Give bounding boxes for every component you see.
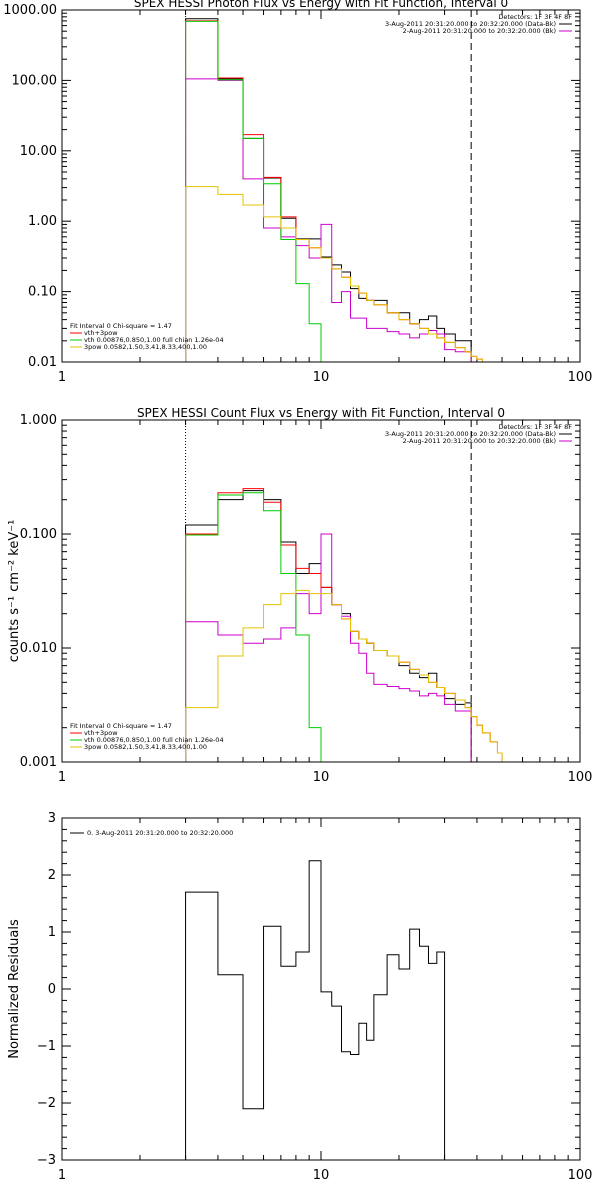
legend-bottom-text: vth+3pow <box>84 729 118 737</box>
series-3-line <box>185 20 483 362</box>
legend-top-text: 2-Aug-2011 20:31:20.000 to 20:32:20.000 … <box>403 437 556 445</box>
series-1-line <box>185 860 446 1160</box>
x-tick-label: 100 <box>568 370 593 385</box>
y-tick-label: −2 <box>37 1096 56 1111</box>
series-2-line <box>185 78 472 362</box>
y-tick-label: 0.100 <box>20 527 57 542</box>
chart-title: SPEX HESSI Count Flux vs Energy with Fit… <box>137 406 505 420</box>
legend-bottom-text: 3pow 0.0582,1.50,3.41,8.33,400,1.00 <box>84 743 207 751</box>
x-tick-label: 100 <box>568 1168 593 1183</box>
series-4-line <box>185 492 322 762</box>
y-tick-label: 0.10 <box>28 285 57 300</box>
legend-top-text: 2-Aug-2011 20:31:20.000 to 20:32:20.000 … <box>403 27 556 35</box>
legend-bottom-text: vth+3pow <box>84 329 118 337</box>
y-axis-label: counts s⁻¹ cm⁻² keV⁻¹ <box>7 520 22 663</box>
chart-title: SPEX HESSI Photon Flux vs Energy with Fi… <box>134 0 508 10</box>
legend-top-text: 3-Aug-2011 20:31:20.000 to 20:32:20.000 … <box>385 20 556 28</box>
y-tick-label: 1.000 <box>20 413 57 428</box>
y-tick-label: −1 <box>37 1039 56 1054</box>
chart-panel-1: SPEX HESSI Photon Flux vs Energy with Fi… <box>3 0 592 385</box>
series-5-line <box>185 186 483 362</box>
legend-bottom-header: Fit Interval 0 Chi-square = 1.47 <box>70 322 172 330</box>
x-tick-label: 1 <box>58 370 66 385</box>
legend-top-text: Detectors: 1F 3F 4F 8F <box>498 13 572 21</box>
series-4-line <box>185 20 322 362</box>
legend-top-text: Detectors: 1F 3F 4F 8F <box>498 423 572 431</box>
y-axis-label: Normalized Residuals <box>7 919 22 1059</box>
y-tick-label: 0.01 <box>28 355 57 370</box>
series-5-line <box>185 589 503 762</box>
legend-text: 0. 3-Aug-2011 20:31:20.000 to 20:32:20.0… <box>87 829 233 837</box>
x-tick-label: 10 <box>313 1168 330 1183</box>
y-tick-label: 1000.00 <box>3 3 57 18</box>
plot-frame <box>61 419 581 763</box>
chart-panel-2: SPEX HESSI Count Flux vs Energy with Fit… <box>7 406 592 785</box>
legend-bottom-text: vth 0.00876,0.850,1.00 full chian 1.26e-… <box>84 736 224 744</box>
x-tick-label: 10 <box>313 370 330 385</box>
y-tick-label: 10.00 <box>20 144 57 159</box>
y-tick-label: 100.00 <box>12 73 58 88</box>
y-tick-label: 1.00 <box>28 214 57 229</box>
y-tick-label: 0.010 <box>20 641 57 656</box>
x-tick-label: 1 <box>58 1168 66 1183</box>
plot-frame <box>61 817 581 1161</box>
legend-bottom-text: 3pow 0.0582,1.50,3.41,8.33,400,1.00 <box>84 343 207 351</box>
chart-panel-3: 1 10 100 −3 −2 −1 0 1 2 3 Normalized Residuals 0. 3… <box>7 811 592 1183</box>
series-1-line <box>185 490 472 762</box>
series-2-line <box>185 533 472 762</box>
y-tick-label: 3 <box>48 811 56 826</box>
x-tick-label: 1 <box>58 770 66 785</box>
legend-bottom-text: vth 0.00876,0.850,1.00 full chian 1.26e-… <box>84 336 224 344</box>
series-3-line <box>185 488 503 762</box>
y-tick-label: 0 <box>48 982 56 997</box>
y-tick-label: 1 <box>48 925 56 940</box>
x-tick-label: 10 <box>313 770 330 785</box>
legend-top-text: 3-Aug-2011 20:31:20.000 to 20:32:20.000 … <box>385 430 556 438</box>
y-tick-label: 2 <box>48 868 56 883</box>
legend-bottom-header: Fit Interval 0 Chi-square = 1.47 <box>70 722 172 730</box>
plot-frame <box>61 9 581 363</box>
y-tick-label: −3 <box>37 1153 56 1168</box>
series-1-line <box>185 18 472 362</box>
x-tick-label: 100 <box>568 770 593 785</box>
y-tick-label: 0.001 <box>20 755 57 770</box>
